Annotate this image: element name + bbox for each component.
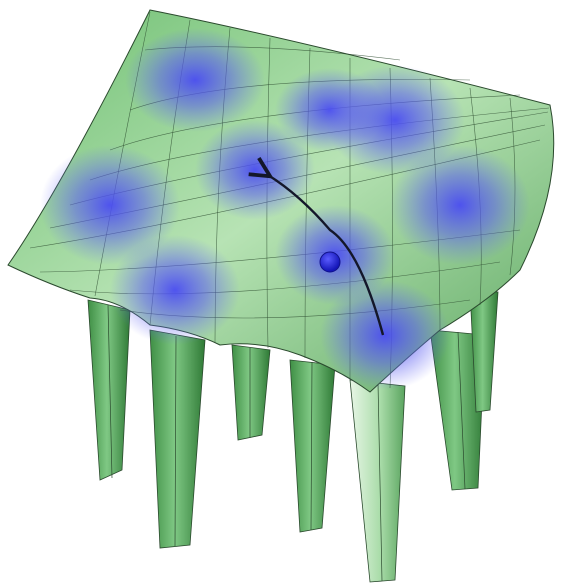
well-tube: [87, 299, 131, 481]
well-tube: [429, 329, 486, 491]
well-glow: [320, 280, 450, 390]
curved-arrow-icon: [268, 175, 385, 336]
well-crease: [107, 304, 466, 582]
well-glows: [40, 28, 530, 390]
well-glow: [390, 145, 530, 265]
well-glow: [110, 235, 240, 345]
well-glow: [125, 28, 265, 132]
well-tube: [231, 344, 271, 441]
well-glow: [195, 120, 315, 220]
particle-dot-icon: [319, 251, 341, 273]
well-tube: [289, 359, 336, 533]
well-tube: [349, 379, 406, 583]
well-tube: [149, 329, 206, 549]
well-glow: [325, 65, 465, 175]
potential-wells: [87, 289, 499, 583]
well-glow: [40, 145, 180, 265]
